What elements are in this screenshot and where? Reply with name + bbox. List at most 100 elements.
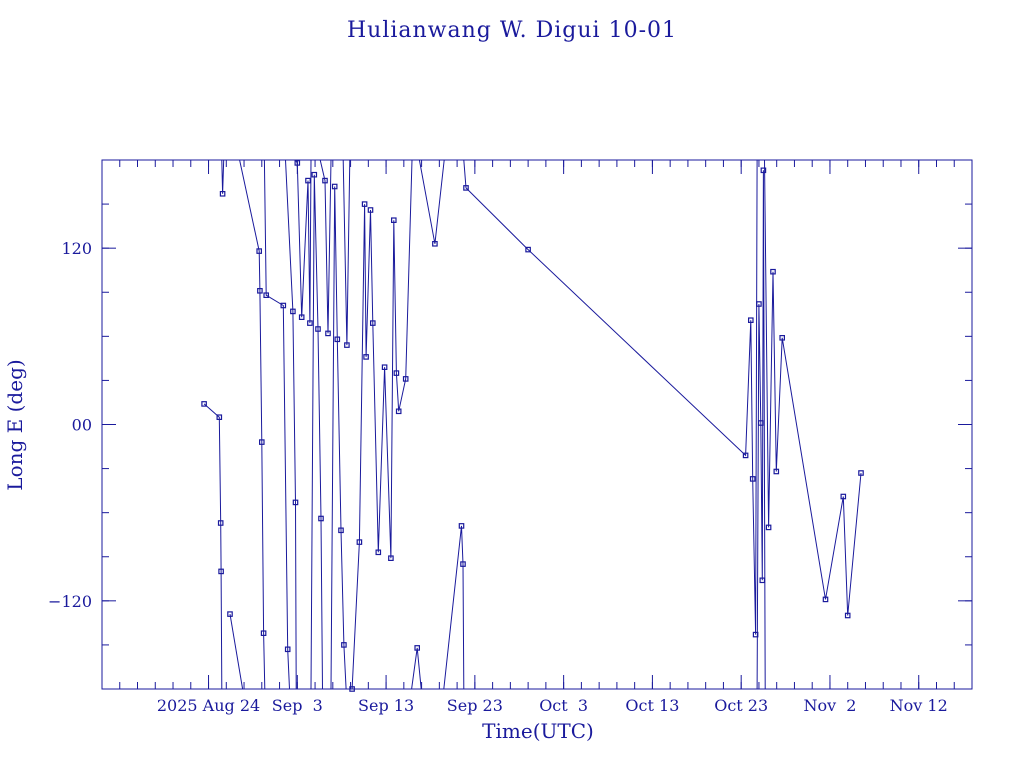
data-point-marker <box>227 611 233 617</box>
data-point-marker <box>779 335 786 341</box>
data-point-marker <box>259 439 265 445</box>
x-tick-label: Oct 23 <box>714 696 768 715</box>
data-point-marker <box>363 354 369 360</box>
data-point-marker <box>219 191 226 197</box>
data-point-marker <box>525 246 531 253</box>
series-line-segment <box>229 614 244 689</box>
data-point-marker <box>280 302 287 309</box>
series-line-segment <box>319 160 332 334</box>
data-point-marker <box>257 288 263 294</box>
data-point-marker <box>822 596 829 603</box>
data-point-marker <box>367 207 374 213</box>
data-point-marker <box>757 420 764 426</box>
data-point-marker <box>290 308 296 315</box>
series-line-segment <box>203 403 223 689</box>
data-point-marker <box>341 642 347 648</box>
data-point-marker <box>414 645 421 651</box>
data-point-marker <box>263 292 270 299</box>
marker-layer <box>201 160 864 692</box>
y-tick-label: −120 <box>48 592 92 611</box>
data-point-marker <box>773 468 780 475</box>
data-point-marker <box>256 248 263 254</box>
x-axis-ticks: 2025 Aug 24 Sep 3 Sep 13 Sep 23 Oct 3 Oct 13 O… <box>119 160 955 715</box>
data-point-marker <box>742 452 749 459</box>
series-line-segment <box>418 160 445 244</box>
series-line-segment <box>463 160 758 635</box>
x-tick-label: Sep 3 <box>272 696 323 715</box>
data-point-marker <box>402 376 409 382</box>
x-tick-label: Sep 13 <box>358 696 414 715</box>
y-axis-ticks: 120 00 −120 <box>48 203 972 646</box>
data-point-marker <box>260 630 267 637</box>
data-point-marker <box>752 631 759 638</box>
series-line-segment <box>443 525 465 689</box>
data-point-marker <box>393 370 400 376</box>
data-point-marker <box>322 177 328 184</box>
data-point-marker <box>334 336 341 343</box>
y-axis-label: Long E (deg) <box>3 359 27 490</box>
data-point-marker <box>460 561 466 567</box>
data-point-marker <box>318 515 324 522</box>
data-point-marker <box>432 241 438 247</box>
series-line-segment <box>764 160 862 616</box>
data-point-marker <box>344 342 350 348</box>
data-point-marker <box>331 183 338 190</box>
series-line-segment <box>285 160 297 689</box>
data-point-marker <box>749 476 756 482</box>
data-point-marker <box>284 646 291 653</box>
data-point-marker <box>765 524 772 531</box>
series-line-segment <box>294 160 312 324</box>
data-point-marker <box>217 520 224 526</box>
data-point-marker <box>756 301 762 307</box>
data-point-marker <box>381 364 388 371</box>
data-point-marker <box>216 414 223 421</box>
data-point-marker <box>391 217 397 224</box>
data-point-marker <box>759 577 766 584</box>
x-tick-label: Oct 13 <box>625 696 679 715</box>
data-point-marker <box>760 167 767 174</box>
data-point-marker <box>307 320 313 326</box>
x-tick-label: Sep 23 <box>447 696 503 715</box>
data-point-marker <box>201 401 207 407</box>
data-point-marker <box>388 555 394 562</box>
data-point-marker <box>356 539 363 545</box>
series-line-segment <box>350 160 413 689</box>
data-point-marker <box>305 177 311 184</box>
data-point-marker <box>349 686 355 692</box>
data-point-marker <box>770 268 776 275</box>
data-point-marker <box>218 568 224 575</box>
chart-title: Hulianwang W. Digui 10-01 <box>347 18 677 43</box>
data-point-marker <box>298 314 305 321</box>
data-point-marker <box>370 320 376 326</box>
data-point-marker <box>844 612 851 619</box>
x-tick-label: Nov 12 <box>890 696 948 715</box>
data-point-marker <box>747 317 754 324</box>
x-axis-label: Time(UTC) <box>482 719 594 743</box>
x-tick-label: 2025 Aug 24 <box>157 696 260 715</box>
data-point-marker <box>311 171 318 178</box>
series-line-segment <box>342 160 351 346</box>
series-line-segment <box>239 160 266 689</box>
data-point-marker <box>375 549 382 556</box>
data-point-marker <box>361 201 368 207</box>
data-point-marker <box>315 326 321 332</box>
data-point-marker <box>840 493 847 500</box>
x-tick-label: Oct 3 <box>539 696 588 715</box>
data-point-marker <box>858 470 864 476</box>
series-line-segment <box>263 160 290 689</box>
series-line-segment <box>330 186 347 689</box>
series-line-segment <box>411 647 422 689</box>
data-point-marker <box>325 330 331 337</box>
data-point-marker <box>294 160 301 166</box>
series-layer <box>203 160 862 689</box>
series-line-segment <box>756 170 766 689</box>
series-line-segment <box>221 160 225 194</box>
plot-frame <box>101 159 973 690</box>
data-point-marker <box>458 523 465 529</box>
data-point-marker <box>338 527 344 534</box>
y-tick-label: 120 <box>61 239 92 258</box>
data-point-marker <box>292 499 299 506</box>
y-tick-label: 00 <box>72 416 92 435</box>
data-point-marker <box>463 185 469 191</box>
